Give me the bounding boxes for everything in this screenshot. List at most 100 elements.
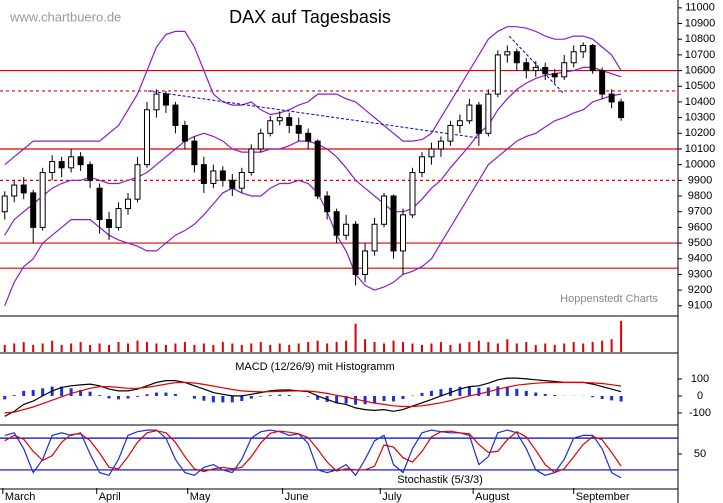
volume-bar: [297, 343, 300, 352]
candle-body: [68, 156, 75, 169]
histogram-bar: [392, 395, 396, 402]
y-tick-label: 9500: [688, 237, 712, 249]
histogram-bar: [202, 395, 206, 401]
volume-bar: [458, 343, 461, 352]
histogram-bar: [610, 395, 614, 401]
stochastic-line: [4, 429, 622, 479]
volume-bar: [32, 344, 35, 352]
volume-bar: [335, 342, 338, 352]
trend-line: [147, 90, 479, 139]
macd-line: [4, 381, 622, 414]
candle-body: [475, 104, 482, 134]
candle-body: [200, 164, 207, 184]
volume-bar: [392, 340, 395, 352]
candle-body: [58, 161, 65, 169]
histogram-bar: [278, 394, 282, 396]
volume-bar: [288, 344, 291, 352]
volume-bar: [3, 344, 6, 352]
histogram-bar: [401, 395, 405, 400]
volume-bar: [373, 342, 376, 352]
x-tick-label: September: [576, 491, 630, 503]
volume-bar: [563, 343, 566, 352]
volume-bar: [477, 340, 480, 352]
histogram-bar: [515, 388, 519, 396]
candle-body: [125, 198, 132, 210]
histogram-bar: [211, 395, 215, 403]
candle-body: [466, 104, 473, 122]
candle-body: [409, 172, 416, 216]
histogram-bar: [420, 392, 424, 396]
y-tick-label: 0: [697, 390, 703, 402]
candle-body: [30, 192, 37, 228]
histogram-bar: [439, 389, 443, 396]
histogram-bar: [382, 395, 386, 402]
volume-bar: [601, 340, 604, 352]
candle-body: [276, 117, 283, 122]
y-tick-label: 10300: [685, 112, 716, 124]
candle-body: [229, 179, 236, 189]
volume-bar: [278, 343, 281, 352]
volume-bar: [534, 344, 537, 352]
histogram-bar: [240, 395, 244, 402]
histogram-bar: [145, 394, 149, 396]
histogram-bar: [316, 395, 320, 400]
x-tick-label: April: [99, 491, 121, 503]
y-tick-label: 9200: [688, 284, 712, 296]
volume-bar: [345, 340, 348, 352]
volume-bar: [610, 339, 613, 352]
candle-body: [172, 104, 179, 126]
histogram-bar: [249, 395, 253, 399]
candle-body: [181, 124, 188, 142]
x-tick-label: July: [382, 491, 402, 503]
volume-bar: [174, 343, 177, 352]
candle-body: [248, 148, 255, 174]
volume-bar: [136, 340, 139, 352]
candle-body: [343, 223, 350, 236]
y-tick-label: 100: [691, 373, 709, 385]
volume-bar: [307, 342, 310, 352]
volume-bar: [117, 342, 120, 352]
y-tick-label: 9600: [688, 221, 712, 233]
y-tick-label: 9300: [688, 268, 712, 280]
x-tick-label: March: [5, 491, 36, 503]
histogram-bar: [41, 388, 45, 396]
candle-body: [580, 44, 587, 53]
candle-body: [162, 93, 169, 106]
volume-bar: [544, 343, 547, 352]
macd-line: [4, 377, 622, 417]
histogram-bar: [619, 395, 623, 402]
y-tick-label: 11000: [685, 2, 715, 14]
candle-body: [532, 66, 539, 72]
histogram-bar: [135, 395, 139, 397]
histogram-bar: [79, 390, 83, 396]
candle-body: [1, 195, 8, 213]
volume-bar: [420, 344, 423, 352]
histogram-bar: [230, 395, 234, 403]
histogram-bar: [553, 394, 557, 396]
candle-body: [96, 187, 103, 221]
histogram-bar: [496, 386, 500, 396]
volume-bar: [60, 344, 63, 352]
histogram-bar: [335, 395, 339, 404]
volume-bar: [316, 340, 319, 352]
candle-body: [352, 223, 359, 275]
stochastic-line: [4, 430, 622, 474]
histogram-bar: [306, 395, 310, 397]
histogram-bar: [126, 395, 130, 399]
band-line: [4, 66, 622, 236]
candle-body: [494, 54, 501, 95]
volume-bar: [553, 344, 556, 352]
volume-bar: [468, 342, 471, 352]
histogram-bar: [467, 386, 471, 396]
y-tick-label: 10900: [685, 17, 716, 29]
histogram-bar: [173, 393, 177, 396]
candle-body: [371, 223, 378, 252]
candle-body: [599, 70, 606, 95]
volume-bar: [145, 342, 148, 352]
candle-body: [456, 120, 463, 126]
candle-body: [210, 170, 217, 184]
volume-bar: [364, 339, 367, 352]
candle-body: [570, 51, 577, 64]
histogram-bar: [354, 395, 358, 405]
